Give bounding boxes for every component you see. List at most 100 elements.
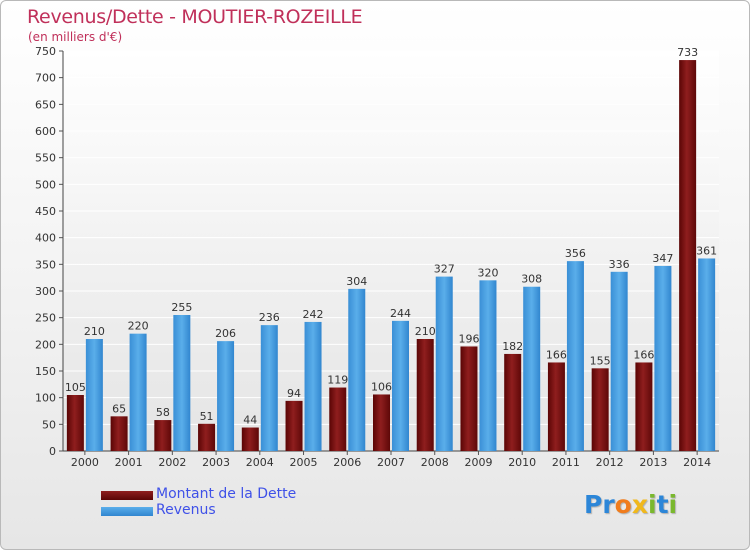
bar-dette <box>504 353 522 451</box>
legend-label-dette: Montant de la Dette <box>156 486 297 502</box>
y-tick-label: 250 <box>35 312 56 325</box>
x-tick-label: 2010 <box>508 456 536 469</box>
data-label-revenus: 347 <box>652 252 673 265</box>
data-label-dette: 58 <box>156 406 170 419</box>
data-label-dette: 94 <box>287 387 301 400</box>
data-label-dette: 105 <box>65 381 86 394</box>
x-tick-label: 2007 <box>377 456 405 469</box>
y-tick-label: 200 <box>35 338 56 351</box>
data-label-revenus: 356 <box>565 247 586 260</box>
data-label-revenus: 244 <box>390 307 411 320</box>
data-label-revenus: 336 <box>609 258 630 271</box>
data-label-revenus: 242 <box>303 308 324 321</box>
y-tick-label: 100 <box>35 392 56 405</box>
legend-swatch-dette <box>101 491 153 500</box>
bar-dette <box>373 394 390 451</box>
x-tick-label: 2012 <box>596 456 624 469</box>
plot-area <box>63 51 719 451</box>
data-label-revenus: 220 <box>128 320 149 333</box>
bar-revenus <box>85 339 103 451</box>
logo-letter: r <box>602 490 615 519</box>
data-label-dette: 44 <box>243 414 257 427</box>
data-label-revenus: 236 <box>259 311 280 324</box>
data-label-revenus: 361 <box>696 244 717 257</box>
data-label-dette: 182 <box>502 340 523 353</box>
bar-dette <box>547 362 565 451</box>
bar-dette <box>679 60 697 452</box>
x-tick-label: 2014 <box>683 456 711 469</box>
bar-revenus <box>129 333 147 451</box>
data-label-dette: 166 <box>546 348 567 361</box>
bar-dette <box>591 368 609 451</box>
bar-dette <box>198 423 216 451</box>
data-label-dette: 196 <box>458 332 479 345</box>
data-label-dette: 106 <box>371 380 392 393</box>
x-tick-label: 2000 <box>71 456 99 469</box>
bar-dette <box>285 400 303 451</box>
proxiti-logo: Proxiti <box>584 490 677 519</box>
x-tick-label: 2002 <box>158 456 186 469</box>
legend-swatch-revenus <box>101 507 153 516</box>
logo-letter: i <box>668 490 678 519</box>
x-tick-label: 2006 <box>333 456 361 469</box>
logo-letter: P <box>584 490 603 519</box>
bar-dette <box>110 416 128 451</box>
bar-revenus <box>392 320 409 451</box>
y-tick-label: 150 <box>35 365 56 378</box>
x-tick-label: 2013 <box>639 456 667 469</box>
data-label-dette: 155 <box>590 354 611 367</box>
bar-revenus <box>610 271 628 451</box>
logo-letter: i <box>648 490 657 519</box>
chart-subtitle: (en milliers d'€) <box>28 30 123 44</box>
data-label-dette: 733 <box>677 46 698 59</box>
logo-letter: o <box>614 490 632 519</box>
y-tick-label: 450 <box>35 205 56 218</box>
bar-revenus <box>304 321 322 451</box>
y-tick-label: 700 <box>35 72 56 85</box>
y-tick-label: 0 <box>49 445 56 458</box>
bar-revenus <box>566 261 584 451</box>
y-tick-label: 350 <box>35 258 56 271</box>
x-tick-label: 2001 <box>115 456 143 469</box>
bar-revenus <box>479 280 497 451</box>
bar-dette <box>460 346 478 451</box>
data-label-revenus: 210 <box>84 325 105 338</box>
logo-letter: t <box>656 490 669 519</box>
bar-revenus <box>654 265 672 451</box>
x-tick-label: 2003 <box>202 456 230 469</box>
bar-dette <box>416 339 434 451</box>
x-tick-label: 2005 <box>290 456 318 469</box>
bar-dette <box>154 420 172 451</box>
y-tick-label: 600 <box>35 125 56 138</box>
data-label-revenus: 304 <box>346 275 367 288</box>
logo-letter: x <box>631 490 648 519</box>
data-label-revenus: 308 <box>521 273 542 286</box>
x-tick-label: 2008 <box>421 456 449 469</box>
data-label-revenus: 206 <box>215 327 236 340</box>
bar-revenus <box>698 258 716 451</box>
x-tick-label: 2009 <box>464 456 492 469</box>
bar-dette <box>329 387 347 451</box>
chart-title: Revenus/Dette - MOUTIER-ROZEILLE <box>27 6 363 28</box>
y-tick-label: 400 <box>35 232 56 245</box>
data-label-dette: 210 <box>415 325 436 338</box>
y-tick-label: 550 <box>35 152 56 165</box>
data-label-dette: 166 <box>633 348 654 361</box>
data-label-revenus: 327 <box>434 263 455 276</box>
data-label-revenus: 320 <box>477 266 498 279</box>
bar-revenus <box>348 288 366 451</box>
bar-dette <box>241 427 259 451</box>
y-tick-label: 300 <box>35 285 56 298</box>
data-label-dette: 119 <box>327 374 348 387</box>
bar-dette <box>66 395 84 451</box>
legend-label-revenus: Revenus <box>156 502 216 518</box>
bar-revenus <box>260 325 278 451</box>
bar-revenus <box>217 341 235 451</box>
data-label-dette: 51 <box>200 410 214 423</box>
y-tick-label: 750 <box>35 45 56 58</box>
data-label-revenus: 255 <box>171 301 192 314</box>
bar-dette <box>635 362 653 451</box>
bar-revenus <box>523 286 541 451</box>
